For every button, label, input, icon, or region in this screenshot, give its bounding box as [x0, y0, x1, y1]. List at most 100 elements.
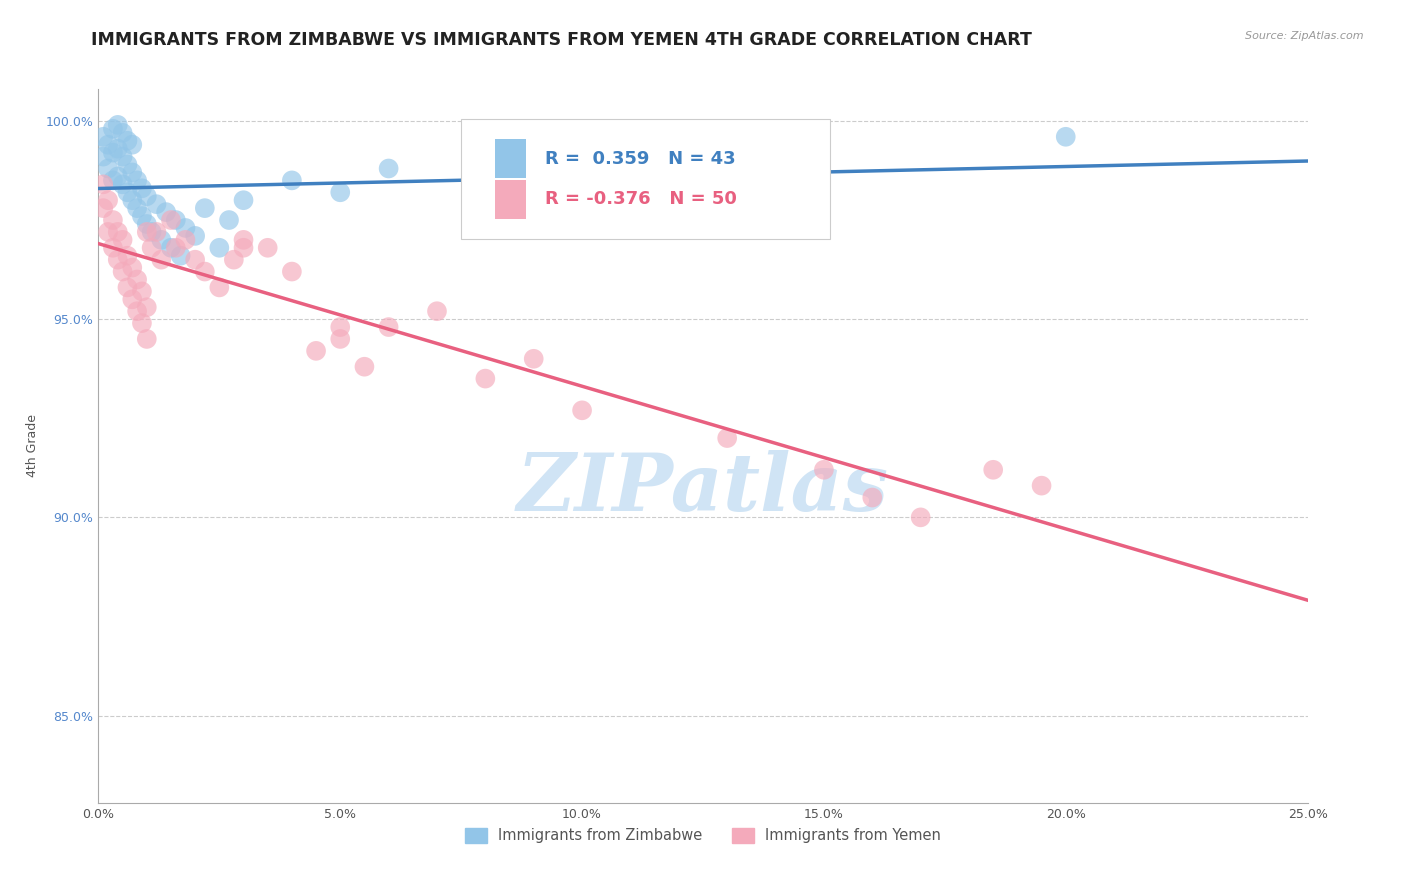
Point — [97, 161, 120, 176]
Point — [208, 241, 231, 255]
Text: R =  0.359   N = 43: R = 0.359 N = 43 — [544, 150, 735, 168]
Point — [135, 225, 157, 239]
Point — [135, 332, 157, 346]
Point — [194, 201, 217, 215]
Point — [813, 463, 835, 477]
Point — [329, 186, 352, 200]
Point — [218, 213, 240, 227]
Point — [121, 193, 143, 207]
Point — [981, 463, 1004, 477]
Point — [329, 332, 352, 346]
Text: ZIPatlas: ZIPatlas — [517, 450, 889, 527]
Point — [169, 249, 191, 263]
Point — [91, 150, 114, 164]
Point — [127, 173, 149, 187]
Point — [1054, 129, 1077, 144]
Point — [232, 241, 254, 255]
Point — [131, 316, 153, 330]
Point — [135, 300, 157, 314]
Point — [426, 304, 449, 318]
Point — [208, 280, 231, 294]
Point — [111, 126, 134, 140]
Y-axis label: 4th Grade: 4th Grade — [25, 415, 39, 477]
Point — [127, 201, 149, 215]
Point — [222, 252, 245, 267]
Point — [716, 431, 738, 445]
Point — [174, 221, 197, 235]
Point — [1031, 478, 1053, 492]
Point — [184, 228, 207, 243]
Point — [121, 260, 143, 275]
Point — [571, 403, 593, 417]
Point — [377, 161, 399, 176]
Point — [97, 225, 120, 239]
Point — [765, 153, 787, 168]
FancyBboxPatch shape — [495, 139, 526, 178]
Point — [353, 359, 375, 374]
Point — [101, 213, 124, 227]
FancyBboxPatch shape — [461, 120, 830, 239]
Point — [91, 201, 114, 215]
Point — [135, 189, 157, 203]
Point — [127, 304, 149, 318]
Point — [194, 264, 217, 278]
Point — [155, 205, 177, 219]
Point — [101, 121, 124, 136]
Point — [131, 285, 153, 299]
Point — [377, 320, 399, 334]
Point — [107, 225, 129, 239]
Point — [160, 241, 183, 255]
Point — [135, 217, 157, 231]
Text: IMMIGRANTS FROM ZIMBABWE VS IMMIGRANTS FROM YEMEN 4TH GRADE CORRELATION CHART: IMMIGRANTS FROM ZIMBABWE VS IMMIGRANTS F… — [91, 31, 1032, 49]
Point — [97, 193, 120, 207]
Point — [150, 233, 173, 247]
Point — [232, 233, 254, 247]
Point — [121, 137, 143, 152]
Point — [121, 165, 143, 179]
Text: R = -0.376   N = 50: R = -0.376 N = 50 — [544, 191, 737, 209]
Point — [91, 129, 114, 144]
Point — [329, 320, 352, 334]
Point — [117, 134, 139, 148]
Point — [131, 181, 153, 195]
Point — [281, 173, 304, 187]
Point — [97, 137, 120, 152]
Point — [117, 157, 139, 171]
Point — [111, 264, 134, 278]
Point — [101, 241, 124, 255]
Point — [184, 252, 207, 267]
Point — [111, 150, 134, 164]
Point — [165, 213, 187, 227]
Point — [160, 213, 183, 227]
Point — [145, 197, 167, 211]
Point — [232, 193, 254, 207]
Point — [910, 510, 932, 524]
Point — [165, 241, 187, 255]
Point — [145, 225, 167, 239]
Point — [141, 241, 163, 255]
FancyBboxPatch shape — [495, 180, 526, 219]
Point — [305, 343, 328, 358]
Point — [141, 225, 163, 239]
Point — [107, 169, 129, 184]
Point — [474, 371, 496, 385]
Point — [121, 293, 143, 307]
Point — [174, 233, 197, 247]
Point — [111, 178, 134, 192]
Point — [117, 186, 139, 200]
Legend: Immigrants from Zimbabwe, Immigrants from Yemen: Immigrants from Zimbabwe, Immigrants fro… — [458, 822, 948, 849]
Point — [101, 145, 124, 160]
Point — [91, 178, 114, 192]
Point — [131, 209, 153, 223]
Point — [117, 249, 139, 263]
Point — [127, 272, 149, 286]
Point — [107, 118, 129, 132]
Point — [101, 173, 124, 187]
Point — [117, 280, 139, 294]
Text: Source: ZipAtlas.com: Source: ZipAtlas.com — [1246, 31, 1364, 41]
Point — [111, 233, 134, 247]
Point — [150, 252, 173, 267]
Point — [281, 264, 304, 278]
Point — [860, 491, 883, 505]
Point — [107, 142, 129, 156]
